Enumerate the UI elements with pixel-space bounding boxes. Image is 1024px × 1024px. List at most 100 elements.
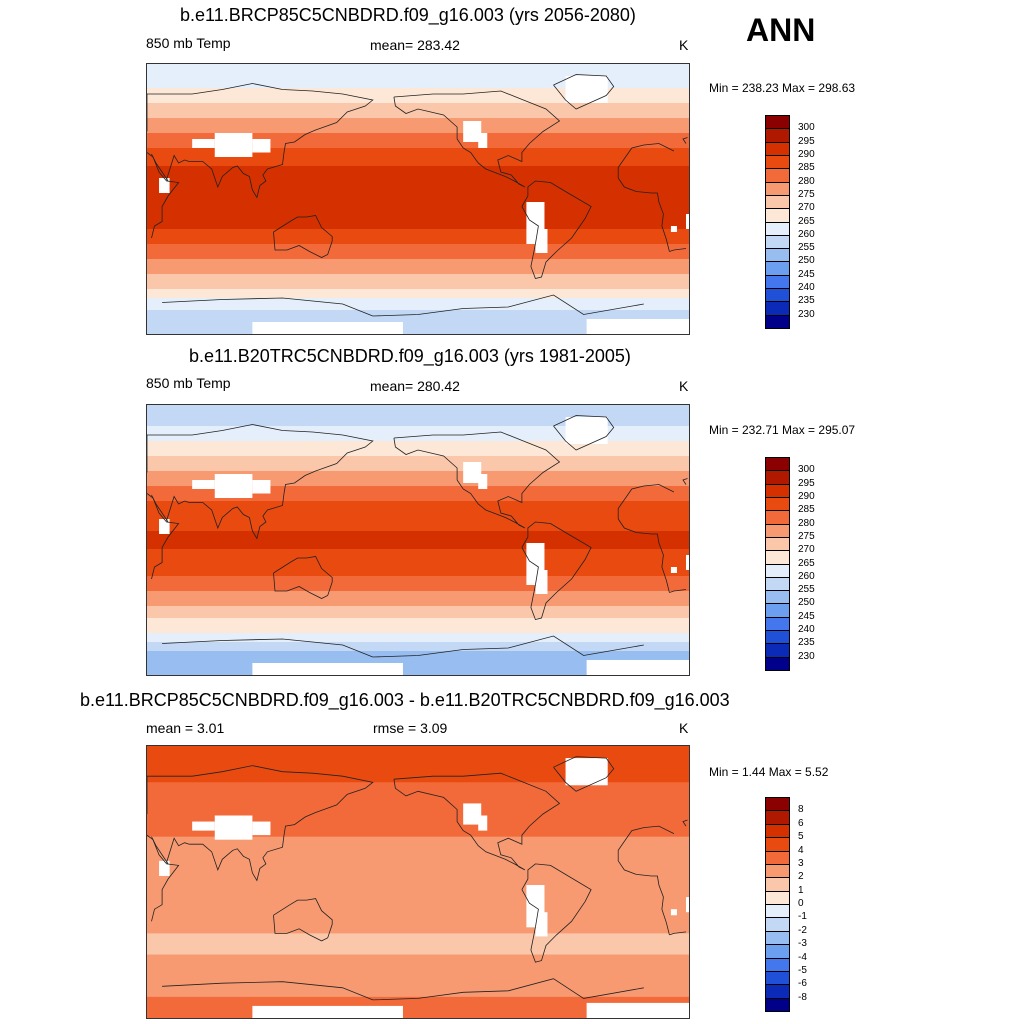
band-2-45 [147,882,689,886]
colorbar-box-2-6 [765,877,790,892]
band-0-87 [147,325,689,329]
band-0-55 [147,229,689,233]
band-1-16 [147,453,689,457]
colorbar-box-1-5 [765,523,790,538]
colorbar-tick-2-5: 2 [798,871,804,883]
band-0-50 [147,214,689,218]
colorbar-box-2-12 [765,957,790,972]
band-0-30 [147,154,689,158]
colorbar-box-2-0 [765,797,790,812]
band-0-58 [147,238,689,242]
band-1-13 [147,444,689,448]
panel3-title: b.e11.BRCP85C5CNBDRD.f09_g16.003 - b.e11… [80,690,730,710]
band-0-44 [147,196,689,200]
colorbar-tick-0-3: 285 [798,162,815,174]
band-0-71 [147,277,689,281]
band-2-38 [147,860,689,865]
band-1-29 [147,492,689,496]
band-2-55 [147,912,689,916]
colorbar-tick-2-3: 4 [798,844,804,856]
colorbar-tick-0-10: 250 [798,255,815,267]
colorbar-tick-0-6: 270 [798,202,815,214]
colorbar-tick-0-14: 230 [798,308,815,320]
band-1-77 [147,636,689,640]
band-2-1 [147,749,689,753]
band-1-86 [147,663,689,667]
band-1-33 [147,504,689,508]
colorbar-box-0-9 [765,234,790,250]
band-1-31 [147,498,689,502]
band-2-53 [147,906,689,910]
band-0-64 [147,256,689,260]
colorbar-box-2-5 [765,863,790,879]
colorbar-box-1-2 [765,483,790,498]
band-1-50 [147,555,689,559]
band-1-62 [147,591,689,595]
band-2-42 [147,872,689,877]
band-2-12 [147,782,689,786]
coastline-2-6 [162,978,644,1001]
colorbar-tick-0-1: 295 [798,135,815,147]
band-0-63 [147,253,689,257]
colorbar-tick-1-10: 250 [798,597,815,609]
coastline-0-0 [147,143,687,252]
colorbar-box-1-7 [765,550,790,565]
mask-1-10 [565,417,608,444]
band-1-26 [147,483,689,487]
band-0-34 [147,166,689,170]
band-2-21 [147,809,689,814]
band-2-41 [147,869,689,874]
band-1-67 [147,606,689,610]
band-2-76 [147,975,689,980]
band-2-65 [147,942,689,947]
map-svg-0 [147,64,689,334]
mask-0-6 [463,121,482,142]
colorbar-box-1-9 [765,576,790,592]
colorbar-box-1-14 [765,643,790,658]
mask-2-4 [685,897,689,913]
colorbar-box-0-3 [765,154,790,170]
band-2-58 [147,921,689,925]
panel2-colorbar: 300 295 290 285 280 275 270 265 260 255 250 245 240 2… [765,457,815,671]
band-2-7 [147,767,689,771]
band-0-10 [147,94,689,98]
colorbar-box-0-15 [765,314,790,329]
band-2-52 [147,903,689,907]
mask-2-10 [565,758,608,786]
band-1-72 [147,621,689,625]
band-2-82 [147,993,689,998]
band-0-26 [147,142,689,146]
colorbar-tick-1-13: 235 [798,637,815,649]
band-0-78 [147,298,689,302]
band-2-64 [147,939,689,944]
band-2-77 [147,978,689,983]
band-0-28 [147,148,689,152]
colorbar-box-1-4 [765,510,790,525]
colorbar-tick-0-7: 265 [798,215,815,227]
band-0-18 [147,118,689,122]
band-1-39 [147,522,689,526]
mask-0-5 [670,226,677,232]
mask-1-11 [586,660,689,675]
panel2-units: K [679,378,689,394]
band-1-59 [147,582,689,586]
band-2-61 [147,930,689,934]
band-2-2 [147,752,689,756]
colorbar-box-1-13 [765,630,790,645]
band-0-29 [147,151,689,155]
band-0-5 [147,79,689,83]
band-0-82 [147,310,689,314]
coastline-2-1 [273,898,333,942]
band-2-28 [147,830,689,835]
band-1-74 [147,627,689,631]
band-2-4 [147,758,689,762]
band-0-19 [147,121,689,125]
band-2-51 [147,900,689,904]
panel1-mean: mean= 283.42 [370,37,460,53]
band-1-88 [147,669,689,673]
band-2-43 [147,875,689,880]
band-0-37 [147,175,689,179]
band-2-60 [147,927,689,931]
band-0-74 [147,286,689,290]
band-2-74 [147,969,689,974]
